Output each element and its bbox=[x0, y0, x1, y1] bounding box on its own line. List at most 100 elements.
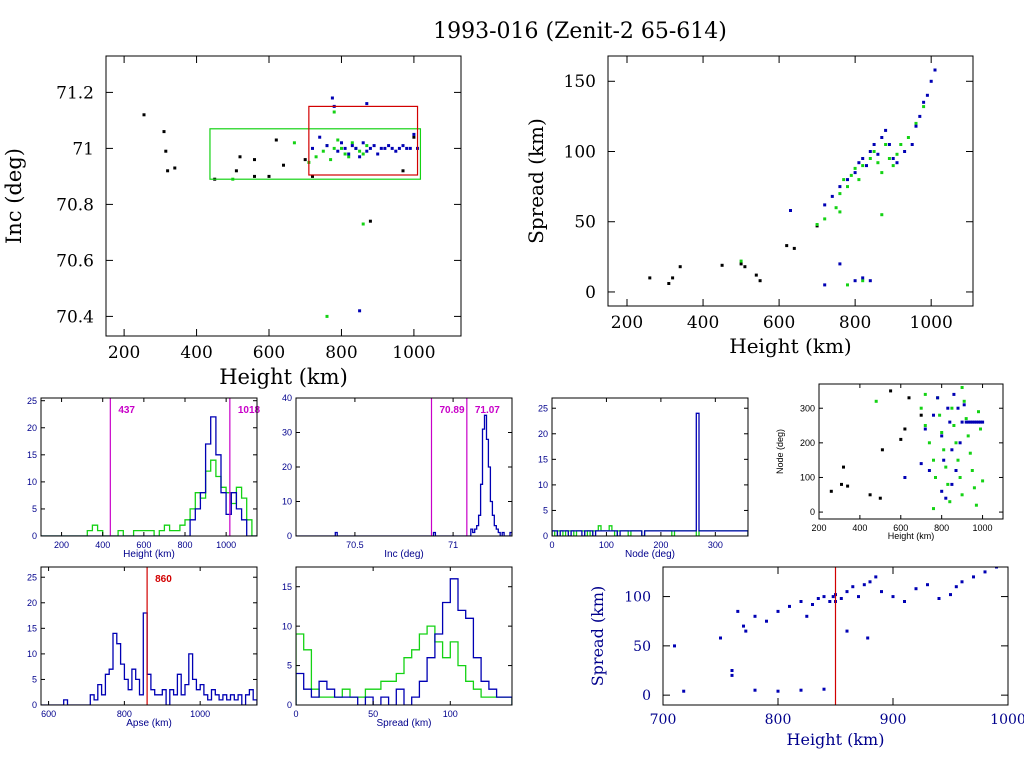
point bbox=[949, 593, 952, 597]
point bbox=[919, 462, 923, 466]
histogram-green bbox=[296, 625, 512, 705]
x-tick-label: 100 bbox=[599, 540, 614, 550]
point bbox=[332, 146, 336, 150]
chart-inc-height: 200 400 600 800 1000 70.4 70.6 70.8 71 71.2 Height… bbox=[2, 55, 462, 389]
y-tick-label: 100 bbox=[624, 589, 651, 605]
x-axis-label: Height (km) bbox=[219, 365, 348, 389]
plot-area-node-height bbox=[829, 386, 985, 511]
point bbox=[944, 465, 948, 469]
point bbox=[889, 389, 893, 393]
x-axis-label: Inc (deg) bbox=[384, 549, 423, 560]
point bbox=[340, 141, 343, 145]
point bbox=[919, 406, 923, 410]
point bbox=[972, 486, 976, 490]
point bbox=[823, 203, 827, 207]
point bbox=[927, 441, 931, 445]
point bbox=[940, 489, 944, 493]
point bbox=[274, 138, 278, 142]
point bbox=[880, 448, 884, 452]
point bbox=[846, 283, 849, 287]
point bbox=[950, 482, 954, 486]
point bbox=[979, 420, 982, 424]
point bbox=[853, 166, 857, 170]
point bbox=[903, 150, 907, 153]
y-tick-label: 0 bbox=[32, 531, 37, 541]
point bbox=[361, 222, 365, 226]
point bbox=[303, 158, 307, 162]
y-tick-label: 25 bbox=[27, 396, 37, 406]
x-tick-label: 700 bbox=[650, 712, 677, 728]
point bbox=[938, 413, 942, 417]
point bbox=[964, 420, 968, 424]
point bbox=[918, 114, 922, 118]
y-tick-label: 200 bbox=[800, 438, 815, 448]
y-tick-label: 25 bbox=[538, 403, 548, 413]
point bbox=[365, 149, 369, 153]
x-tick-label: 400 bbox=[687, 313, 719, 333]
plot-frame bbox=[662, 566, 1009, 706]
point bbox=[977, 420, 980, 424]
point bbox=[876, 161, 880, 165]
point bbox=[350, 141, 354, 145]
chart-node-height: 200 400 600 800 1000 0 100 200 300 Height (km) Nod… bbox=[775, 383, 1004, 541]
y-tick-label: 5 bbox=[32, 675, 37, 685]
point bbox=[972, 420, 976, 424]
point bbox=[861, 279, 865, 283]
point bbox=[968, 420, 972, 424]
point bbox=[950, 448, 954, 452]
point bbox=[970, 469, 974, 472]
point bbox=[383, 146, 387, 150]
plot-area-node-hist bbox=[552, 412, 748, 536]
x-tick-label: 200 bbox=[611, 313, 643, 333]
point bbox=[162, 130, 166, 134]
point bbox=[742, 624, 745, 628]
point bbox=[238, 155, 242, 159]
x-tick-label: 1000 bbox=[990, 712, 1024, 728]
point bbox=[948, 420, 952, 424]
point bbox=[952, 424, 956, 427]
y-tick-label: 0 bbox=[642, 688, 651, 704]
point bbox=[962, 403, 966, 407]
point bbox=[891, 595, 895, 599]
y-tick-label: 20 bbox=[27, 423, 37, 433]
y-tick-label: 150 bbox=[564, 72, 596, 92]
point bbox=[166, 169, 170, 173]
point bbox=[922, 100, 926, 104]
plot-frame bbox=[295, 566, 513, 706]
point bbox=[785, 244, 789, 248]
y-tick-label: 5 bbox=[543, 506, 548, 516]
point bbox=[868, 493, 872, 497]
y-tick-label: 20 bbox=[282, 462, 292, 472]
point bbox=[895, 161, 899, 165]
x-tick-label: 800 bbox=[177, 540, 192, 550]
point bbox=[899, 143, 903, 146]
point bbox=[253, 174, 256, 178]
point bbox=[942, 448, 946, 452]
plot-area-inc-hist bbox=[296, 414, 512, 536]
point bbox=[880, 590, 883, 594]
point bbox=[376, 152, 380, 156]
point bbox=[343, 152, 347, 156]
x-tick-label: 600 bbox=[41, 709, 56, 719]
point bbox=[983, 570, 987, 574]
x-tick-label: 200 bbox=[54, 540, 69, 550]
series-blue bbox=[789, 68, 937, 287]
y-tick-label: 10 bbox=[27, 477, 37, 487]
point bbox=[336, 138, 340, 142]
point bbox=[880, 213, 884, 217]
y-tick-label: 70.4 bbox=[56, 307, 94, 327]
point bbox=[934, 476, 937, 479]
x-tick-label: 800 bbox=[117, 709, 132, 719]
y-tick-label: 0 bbox=[543, 531, 548, 541]
point bbox=[311, 146, 314, 150]
point bbox=[872, 150, 876, 153]
point bbox=[923, 424, 927, 427]
y-tick-label: 10 bbox=[538, 480, 548, 490]
point bbox=[979, 427, 982, 431]
point bbox=[995, 567, 998, 569]
point bbox=[853, 279, 857, 283]
y-tick-label: 15 bbox=[538, 454, 548, 464]
x-tick-label: 100 bbox=[443, 709, 458, 719]
point bbox=[868, 279, 872, 283]
y-tick-label: 10 bbox=[282, 621, 292, 631]
